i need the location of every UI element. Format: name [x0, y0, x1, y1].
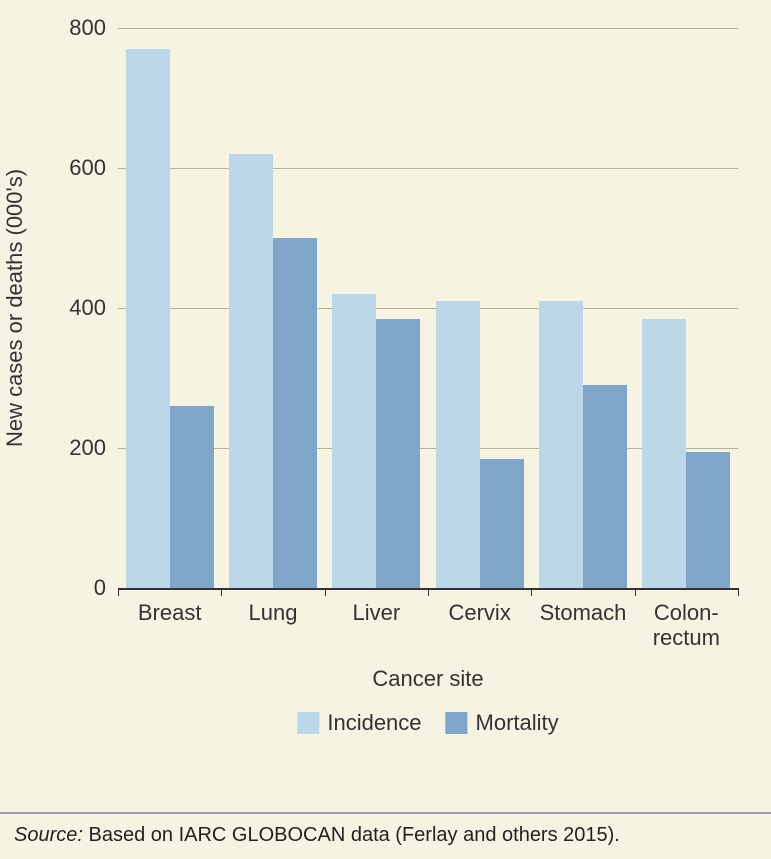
source-text: Based on IARC GLOBOCAN data (Ferlay and …: [83, 824, 620, 846]
plot-area: [118, 28, 738, 588]
y-tick-label: 800: [56, 15, 106, 41]
cancer-incidence-mortality-chart: 0 200 400 600 800 New cases or deaths (000's)…: [0, 0, 771, 859]
legend: Incidence Mortality: [297, 710, 558, 736]
y-tick-label: 200: [56, 435, 106, 461]
bar: [480, 459, 524, 589]
legend-swatch: [446, 712, 468, 734]
bar: [583, 385, 627, 588]
x-tick-label: Breast: [138, 600, 202, 625]
bar: [332, 294, 376, 588]
bar: [436, 301, 480, 588]
bar: [686, 452, 730, 589]
gridline: [118, 308, 738, 309]
bar: [229, 154, 273, 588]
x-tick-label: Liver: [352, 600, 400, 625]
legend-label: Mortality: [476, 710, 559, 736]
y-tick-label: 600: [56, 155, 106, 181]
legend-label: Incidence: [327, 710, 421, 736]
bar: [273, 238, 317, 588]
y-tick-label: 0: [56, 575, 106, 601]
y-axis-title: New cases or deaths (000's): [2, 169, 28, 447]
x-tick-label: Colon- rectum: [653, 600, 720, 651]
x-tick-label: Lung: [249, 600, 298, 625]
x-axis-title: Cancer site: [372, 666, 483, 692]
bar: [642, 319, 686, 589]
gridline: [118, 28, 738, 29]
x-tick-mark: [738, 588, 739, 596]
legend-item: Incidence: [297, 710, 421, 736]
y-tick-label: 400: [56, 295, 106, 321]
bar: [376, 319, 420, 589]
source-note: Source: Based on IARC GLOBOCAN data (Fer…: [0, 812, 771, 847]
legend-swatch: [297, 712, 319, 734]
x-tick-label: Cervix: [448, 600, 510, 625]
bar: [126, 49, 170, 588]
bar: [539, 301, 583, 588]
legend-item: Mortality: [446, 710, 559, 736]
source-label: Source:: [14, 824, 83, 846]
x-axis-line: [118, 588, 738, 590]
x-tick-label: Stomach: [540, 600, 627, 625]
gridline: [118, 168, 738, 169]
bar: [170, 406, 214, 588]
